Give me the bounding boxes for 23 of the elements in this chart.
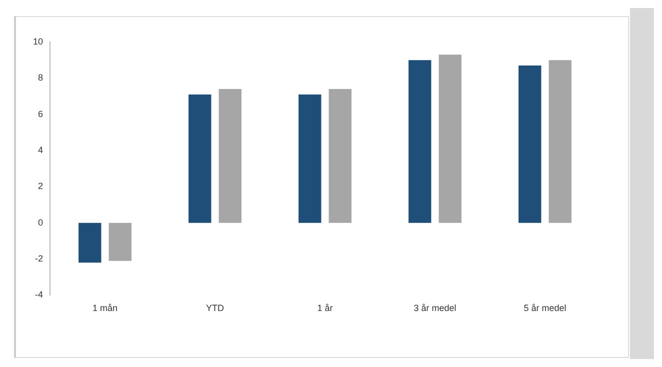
bar bbox=[218, 89, 242, 223]
y-tick-label: -2 bbox=[34, 254, 44, 264]
x-tick-label: 5 år medel bbox=[524, 303, 566, 314]
x-tick-label: 1 mån bbox=[92, 303, 118, 314]
bar bbox=[298, 94, 322, 223]
bar bbox=[518, 66, 542, 223]
bar bbox=[188, 94, 212, 223]
bar bbox=[408, 60, 432, 223]
y-tick-label: 2 bbox=[38, 181, 44, 192]
y-tick-label: 0 bbox=[38, 217, 44, 228]
y-tick-label: 4 bbox=[38, 145, 44, 155]
bar bbox=[328, 89, 352, 223]
bar bbox=[78, 222, 102, 263]
bar bbox=[438, 54, 462, 223]
x-tick-label: 3 år medel bbox=[414, 303, 456, 314]
bar bbox=[548, 60, 572, 223]
y-tick-label: -4 bbox=[34, 290, 44, 300]
x-tick-label: 1 år bbox=[317, 303, 333, 314]
y-tick-label: 6 bbox=[38, 108, 44, 119]
y-tick-label: 8 bbox=[38, 72, 44, 83]
x-tick-label: YTD bbox=[206, 303, 225, 314]
bar bbox=[108, 222, 132, 261]
y-tick-label: 10 bbox=[32, 36, 44, 46]
